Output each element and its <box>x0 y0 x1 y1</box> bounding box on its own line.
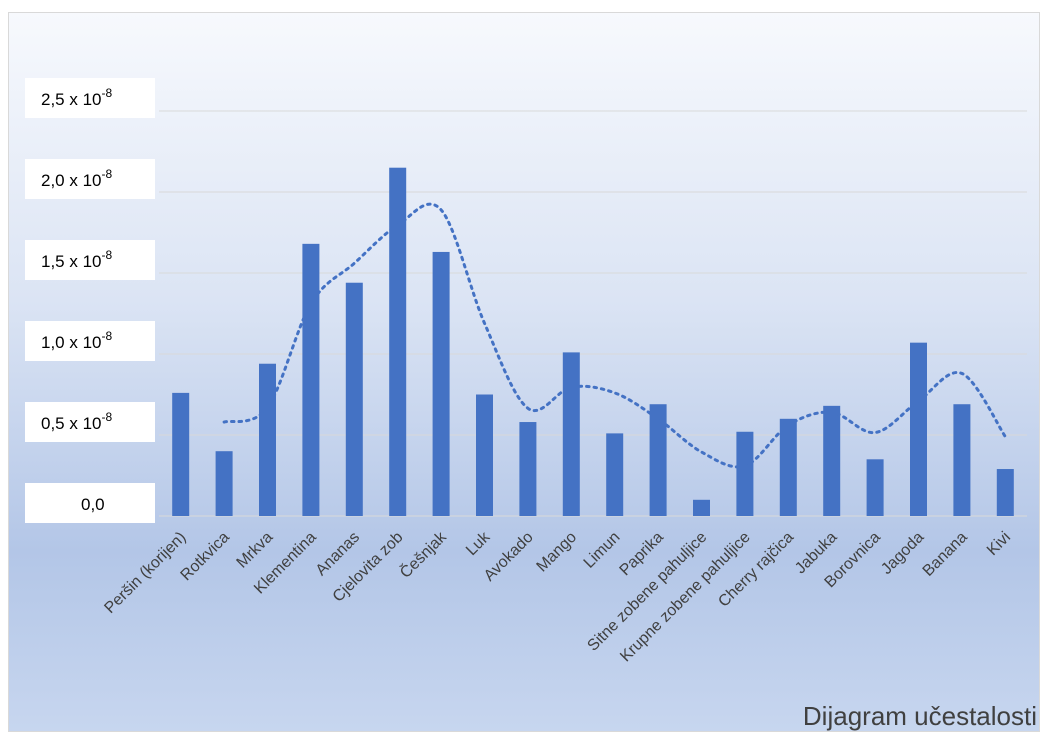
y-tick-text: 1,0 x 10-8 <box>41 329 112 352</box>
bar <box>259 363 276 516</box>
bar <box>910 342 927 516</box>
x-tick-label: Cherry rajčica <box>715 529 797 611</box>
bar <box>649 404 667 516</box>
x-tick-labels: Peršin (korijen)Rotkvica MrkvaKlementinaA… <box>101 527 1014 666</box>
bar <box>779 418 797 516</box>
x-tick-label: Peršin (korijen) <box>101 529 189 617</box>
bar <box>345 282 363 516</box>
x-tick-label: Luk <box>463 528 494 559</box>
x-tick-label: Banana <box>920 529 971 580</box>
bar <box>519 422 537 516</box>
bar <box>215 451 233 516</box>
y-tick-box <box>25 402 155 442</box>
bar <box>693 499 710 516</box>
x-tick-label: Jagoda <box>878 529 927 578</box>
y-tick-box <box>25 240 155 280</box>
bar <box>172 392 190 516</box>
x-tick-label: Kivi <box>984 529 1014 559</box>
bar <box>562 352 580 516</box>
bar <box>996 469 1014 516</box>
bars <box>172 167 1014 516</box>
y-tick-text: 1,5 x 10-8 <box>41 248 112 271</box>
x-tick-label: Češnjak <box>396 527 451 582</box>
y-tick-text: 2,0 x 10-8 <box>41 167 112 190</box>
bar <box>476 394 493 516</box>
x-tick-label: Mango <box>534 529 581 576</box>
y-tick-box <box>25 321 155 361</box>
y-tick-text: 2,5 x 10-8 <box>41 86 112 109</box>
y-tick-label: 0,5 x 10-8 <box>25 402 155 442</box>
frequency-chart: 0,0 0,5 x 10-8 1,0 x 10-8 1,5 x 10-8 2,0 x 1… <box>25 78 1037 731</box>
bar <box>302 243 320 516</box>
bar <box>866 459 884 516</box>
y-tick-box <box>25 159 155 199</box>
bar <box>389 167 407 516</box>
y-tick-labels: 0,0 0,5 x 10-8 1,0 x 10-8 1,5 x 10-8 2,0 x 1… <box>25 78 155 523</box>
bar <box>823 405 841 516</box>
x-tick-label: Limun <box>581 529 624 572</box>
y-tick-box <box>25 78 155 118</box>
bar <box>736 431 754 516</box>
bar <box>953 404 971 516</box>
bar <box>432 251 450 516</box>
chart-title: Dijagram učestalosti <box>803 701 1037 731</box>
trendline-path <box>222 202 1007 469</box>
y-tick-label: 1,5 x 10-8 <box>25 240 155 280</box>
y-tick-label: 1,0 x 10-8 <box>25 321 155 361</box>
y-tick-text: 0,5 x 10-8 <box>41 410 112 433</box>
chart-frame: 0,0 0,5 x 10-8 1,0 x 10-8 1,5 x 10-8 2,0 x 1… <box>8 12 1040 732</box>
bar <box>606 433 624 516</box>
y-tick-box <box>25 483 155 523</box>
x-tick-label: Rotkvica <box>178 529 233 584</box>
y-tick-label: 2,5 x 10-8 <box>25 78 155 118</box>
y-tick-label: 2,0 x 10-8 <box>25 159 155 199</box>
grid-lines <box>159 110 1027 517</box>
y-tick-label: 0,0 <box>25 483 155 523</box>
y-tick-text: 0,0 <box>81 495 105 514</box>
trendline <box>222 202 1007 469</box>
